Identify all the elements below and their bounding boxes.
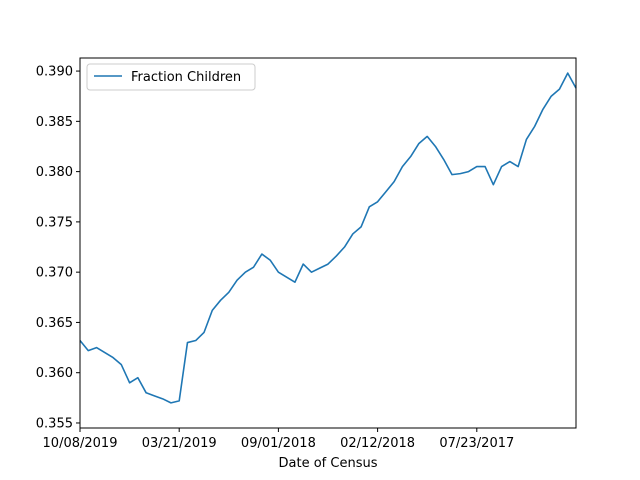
y-tick-label: 0.385	[36, 115, 73, 130]
series-line-fraction-children	[79, 72, 577, 404]
x-tick-label: 09/01/2018	[241, 436, 316, 451]
plot-frame	[79, 57, 577, 429]
legend: Fraction Children	[86, 63, 256, 91]
x-tick-label: 07/23/2017	[439, 436, 514, 451]
x-tick-label: 03/21/2019	[142, 436, 217, 451]
legend-box	[86, 63, 256, 91]
plot-area	[79, 72, 577, 404]
y-tick-label: 0.365	[36, 316, 73, 331]
y-tick-label: 0.355	[36, 416, 73, 431]
legend-label-fraction-children: Fraction Children	[131, 70, 241, 85]
x-tick-label: 10/08/2019	[43, 436, 118, 451]
x-axis: 10/08/2019 03/21/2019 09/01/2018 02/12/2018…	[43, 428, 514, 451]
x-tick-label: 02/12/2018	[340, 436, 415, 451]
y-tick-label: 0.370	[36, 266, 73, 281]
y-tick-label: 0.380	[36, 165, 73, 180]
y-tick-label: 0.375	[36, 215, 73, 230]
y-tick-label: 0.390	[36, 65, 73, 80]
y-tick-label: 0.360	[36, 366, 73, 381]
y-axis: 0.355 0.360 0.365 0.370 0.375 0.380 0.385 0.390	[36, 65, 80, 431]
x-axis-label: Date of Census	[279, 456, 378, 471]
